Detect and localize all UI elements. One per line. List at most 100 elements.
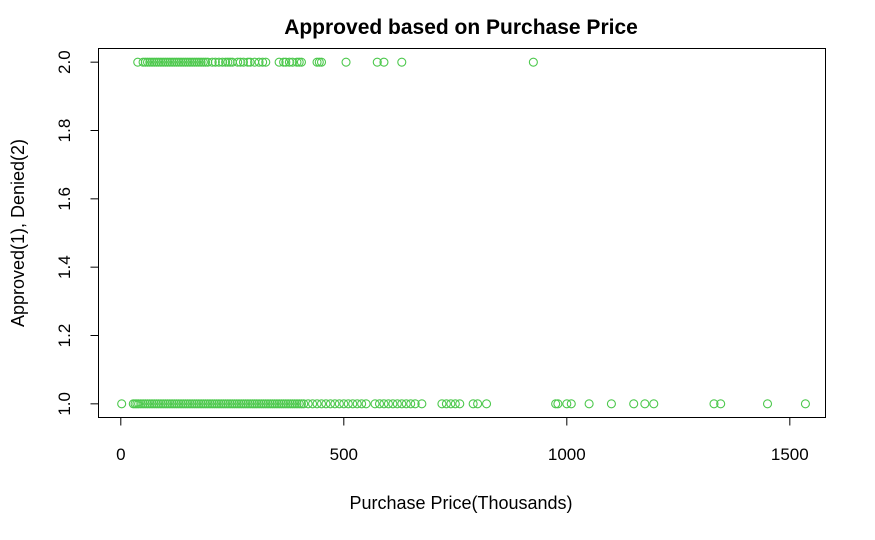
data-point bbox=[198, 399, 208, 409]
data-point bbox=[481, 399, 492, 409]
data-point bbox=[147, 57, 157, 67]
data-point bbox=[296, 57, 306, 67]
data-point bbox=[207, 57, 217, 67]
data-point bbox=[410, 399, 420, 409]
data-point bbox=[143, 399, 153, 409]
data-point bbox=[312, 57, 322, 67]
data-point bbox=[227, 399, 237, 409]
data-point bbox=[196, 399, 206, 409]
chart-title: Approved based on Purchase Price bbox=[284, 16, 638, 39]
data-point bbox=[210, 57, 220, 67]
data-point bbox=[383, 399, 393, 409]
data-point bbox=[185, 399, 195, 409]
data-point bbox=[241, 399, 251, 409]
data-point bbox=[279, 399, 289, 409]
data-point bbox=[147, 399, 157, 409]
data-point bbox=[270, 399, 280, 409]
data-point bbox=[200, 57, 211, 67]
data-point bbox=[189, 399, 199, 409]
data-point bbox=[330, 399, 340, 409]
data-point bbox=[140, 57, 150, 67]
data-point bbox=[176, 57, 186, 67]
y-tick-label: 1.2 bbox=[55, 324, 74, 348]
data-point bbox=[325, 399, 335, 409]
data-point bbox=[294, 399, 304, 409]
data-point bbox=[254, 57, 264, 67]
data-point bbox=[283, 399, 293, 409]
data-point bbox=[198, 57, 208, 67]
data-point bbox=[167, 57, 177, 67]
data-point bbox=[183, 399, 193, 409]
data-point bbox=[194, 399, 204, 409]
data-point bbox=[584, 399, 594, 409]
data-point bbox=[158, 399, 168, 409]
data-point bbox=[303, 399, 313, 409]
data-point bbox=[287, 57, 298, 67]
data-point bbox=[192, 57, 202, 67]
data-point bbox=[185, 57, 195, 67]
data-point bbox=[397, 57, 407, 67]
data-point bbox=[290, 399, 300, 409]
data-point bbox=[629, 399, 639, 409]
data-point bbox=[238, 399, 249, 409]
data-point bbox=[272, 399, 282, 409]
data-point bbox=[292, 57, 302, 67]
data-point bbox=[640, 399, 650, 409]
data-point bbox=[294, 57, 304, 67]
x-tick-label: 1500 bbox=[771, 445, 809, 464]
data-point bbox=[207, 399, 217, 409]
data-point bbox=[194, 57, 204, 67]
data-point bbox=[348, 399, 358, 409]
data-point bbox=[243, 399, 253, 409]
data-point bbox=[361, 399, 371, 409]
data-point bbox=[267, 399, 277, 409]
data-point bbox=[379, 57, 389, 67]
data-point bbox=[140, 399, 150, 409]
data-point bbox=[221, 57, 231, 67]
data-point bbox=[160, 399, 170, 409]
data-point bbox=[196, 57, 206, 67]
data-point bbox=[281, 399, 291, 409]
data-point bbox=[236, 399, 246, 409]
data-point bbox=[178, 399, 188, 409]
y-tick-label: 1.8 bbox=[55, 119, 74, 143]
data-point bbox=[417, 399, 427, 409]
data-point bbox=[156, 57, 166, 67]
data-point bbox=[154, 57, 164, 67]
data-point bbox=[138, 57, 148, 67]
data-point bbox=[214, 399, 224, 409]
data-point bbox=[187, 399, 197, 409]
data-point bbox=[209, 399, 220, 409]
data-point bbox=[165, 57, 175, 67]
data-point bbox=[252, 399, 262, 409]
data-point bbox=[138, 399, 148, 409]
data-point bbox=[321, 399, 331, 409]
data-point bbox=[238, 57, 249, 67]
data-point bbox=[169, 399, 179, 409]
data-point bbox=[709, 399, 719, 409]
data-point bbox=[296, 399, 306, 409]
data-points bbox=[117, 57, 810, 409]
data-point bbox=[316, 399, 327, 409]
data-point bbox=[229, 399, 240, 409]
data-point bbox=[149, 399, 159, 409]
data-point bbox=[243, 57, 253, 67]
data-point bbox=[716, 399, 726, 409]
data-point bbox=[167, 399, 177, 409]
data-point bbox=[151, 57, 162, 67]
data-point bbox=[649, 399, 659, 409]
data-point bbox=[145, 57, 155, 67]
data-point bbox=[176, 399, 186, 409]
data-point bbox=[437, 399, 447, 409]
data-point bbox=[468, 399, 478, 409]
y-tick-label: 1.6 bbox=[55, 187, 74, 211]
data-point bbox=[156, 399, 166, 409]
y-axis: 1.0 1.2 1.4 1.6 1.8 2.0 bbox=[55, 50, 99, 416]
data-point bbox=[276, 399, 286, 409]
data-point bbox=[388, 399, 398, 409]
data-point bbox=[274, 57, 284, 67]
x-axis-label: Purchase Price(Thousands) bbox=[349, 493, 572, 513]
data-point bbox=[172, 399, 182, 409]
